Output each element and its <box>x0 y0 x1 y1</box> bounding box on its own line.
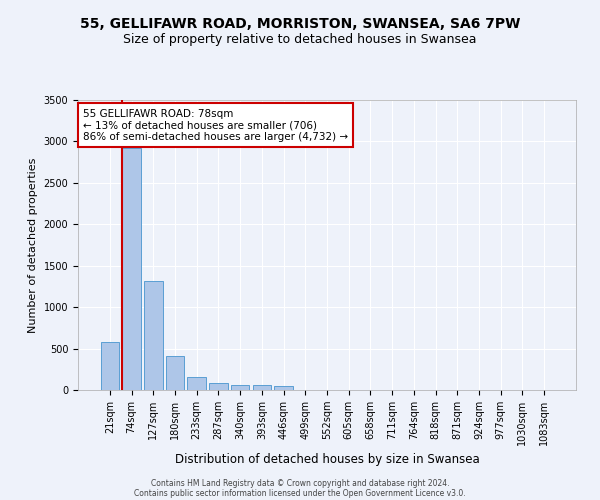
Bar <box>231 385 250 390</box>
Text: Contains HM Land Registry data © Crown copyright and database right 2024.: Contains HM Land Registry data © Crown c… <box>151 478 449 488</box>
Text: 55 GELLIFAWR ROAD: 78sqm
← 13% of detached houses are smaller (706)
86% of semi-: 55 GELLIFAWR ROAD: 78sqm ← 13% of detach… <box>83 108 348 142</box>
Text: 55, GELLIFAWR ROAD, MORRISTON, SWANSEA, SA6 7PW: 55, GELLIFAWR ROAD, MORRISTON, SWANSEA, … <box>80 18 520 32</box>
Text: Size of property relative to detached houses in Swansea: Size of property relative to detached ho… <box>123 32 477 46</box>
Bar <box>166 356 184 390</box>
Y-axis label: Number of detached properties: Number of detached properties <box>28 158 38 332</box>
X-axis label: Distribution of detached houses by size in Swansea: Distribution of detached houses by size … <box>175 454 479 466</box>
Text: Contains public sector information licensed under the Open Government Licence v3: Contains public sector information licen… <box>134 488 466 498</box>
Bar <box>122 148 141 390</box>
Bar <box>253 386 271 390</box>
Bar <box>101 342 119 390</box>
Bar <box>209 383 227 390</box>
Bar <box>274 386 293 390</box>
Bar <box>144 280 163 390</box>
Bar <box>187 377 206 390</box>
